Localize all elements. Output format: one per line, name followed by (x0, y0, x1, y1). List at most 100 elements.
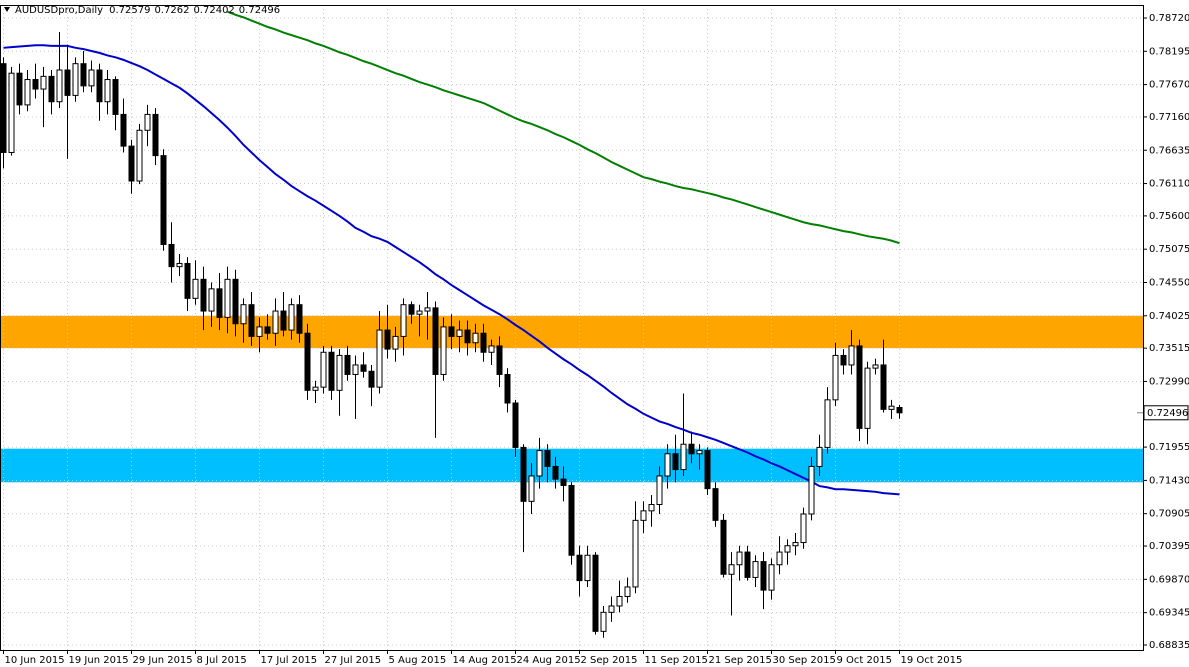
candle-body (312, 386, 319, 391)
candle-body (240, 304, 247, 325)
candle-body (664, 453, 671, 477)
candle-body (760, 561, 767, 591)
candle-body (680, 443, 687, 471)
y-tick-label: 0.71430 (1149, 475, 1189, 486)
candle-body (736, 551, 743, 566)
candle-body (232, 278, 239, 325)
candle-body (256, 326, 263, 337)
candle-body (456, 329, 463, 337)
candle-body (488, 345, 495, 353)
candle-body (528, 475, 535, 502)
candle-body (520, 446, 527, 502)
candle-body (224, 278, 231, 318)
x-tick-label: 27 Jul 2015 (325, 655, 382, 666)
y-tick-label: 0.69870 (1149, 574, 1189, 585)
candle-body (304, 332, 311, 391)
candle-body (288, 304, 295, 331)
candle-body (192, 278, 199, 299)
candle-body (880, 364, 887, 410)
candle-body (248, 304, 255, 337)
candle-body (712, 488, 719, 521)
candle-body (840, 354, 847, 366)
open-value: 0.72579 (109, 5, 150, 16)
low-value: 0.72402 (193, 5, 234, 16)
candle-body (856, 345, 863, 429)
candle-body (800, 513, 807, 544)
x-tick-label: 19 Oct 2015 (901, 655, 963, 666)
y-tick-label: 0.76635 (1149, 145, 1189, 156)
candle-body (552, 465, 559, 480)
candle-body (576, 554, 583, 582)
candle-body (832, 354, 839, 401)
candle-body (624, 586, 631, 597)
candle-body (448, 326, 455, 337)
candle-body (320, 351, 327, 388)
candle-body (464, 329, 471, 344)
x-tick-label: 21 Sep 2015 (709, 655, 772, 666)
support-resistance-zone (0, 315, 1143, 349)
candle-body (128, 145, 135, 182)
x-tick-label: 14 Aug 2015 (453, 655, 517, 666)
y-tick-label: 0.75600 (1149, 211, 1189, 222)
x-tick-label: 19 Jun 2015 (69, 655, 129, 666)
candle-body (640, 510, 647, 521)
candle-body (184, 262, 191, 299)
candle-body (136, 129, 143, 182)
candle-body (344, 354, 351, 375)
candle-body (120, 113, 127, 147)
candle-body (496, 345, 503, 375)
candle-body (816, 446, 823, 467)
menu-arrow[interactable] (4, 7, 10, 12)
y-tick-label: 0.74025 (1149, 311, 1189, 322)
candle-body (208, 288, 215, 312)
y-tick-label: 0.75075 (1149, 244, 1189, 255)
candle-body (536, 450, 543, 477)
plot-area (0, 5, 1143, 650)
x-tick-label: 17 Jul 2015 (261, 655, 318, 666)
symbol: AUDUSDpro,Daily (15, 5, 103, 16)
candle-body (784, 545, 791, 553)
candle-body (88, 69, 95, 87)
candle-body (704, 450, 711, 490)
candle-body (592, 554, 599, 632)
candle-body (392, 335, 399, 350)
y-tick-label: 0.76110 (1149, 179, 1189, 190)
candle-body (144, 113, 151, 131)
candle-body (424, 307, 431, 312)
last-price-label: 0.72496 (1147, 408, 1188, 419)
candle-body (728, 564, 735, 575)
candle-body (280, 310, 287, 331)
candle-body (408, 304, 415, 315)
x-tick-label: 11 Sep 2015 (645, 655, 708, 666)
candle-body (720, 519, 727, 575)
candle-body (0, 63, 7, 153)
candle-body (872, 364, 879, 369)
y-tick-label: 0.77160 (1149, 112, 1189, 123)
candle-body (808, 465, 815, 515)
x-tick-label: 9 Oct 2015 (837, 655, 892, 666)
candle-body (752, 561, 759, 578)
candle-body (360, 364, 367, 372)
candle-body (48, 75, 55, 103)
candle-body (352, 364, 359, 375)
y-tick-label: 0.78720 (1149, 13, 1189, 24)
candle-body (168, 243, 175, 268)
x-tick-label: 30 Sep 2015 (773, 655, 836, 666)
candle-body (152, 113, 159, 157)
candle-body (416, 310, 423, 315)
candle-body (80, 63, 87, 87)
candle-body (368, 370, 375, 388)
candle-body (160, 155, 167, 245)
y-tick-label: 0.78195 (1149, 46, 1189, 57)
candle-body (112, 79, 119, 115)
x-tick-label: 29 Jun 2015 (133, 655, 193, 666)
candle-body (296, 304, 303, 334)
y-tick-label: 0.68835 (1149, 640, 1189, 651)
candle-body (568, 484, 575, 556)
candle-body (608, 605, 615, 613)
x-tick-label: 5 Aug 2015 (389, 655, 447, 666)
candle-body (64, 69, 71, 96)
candle-body (336, 354, 343, 391)
